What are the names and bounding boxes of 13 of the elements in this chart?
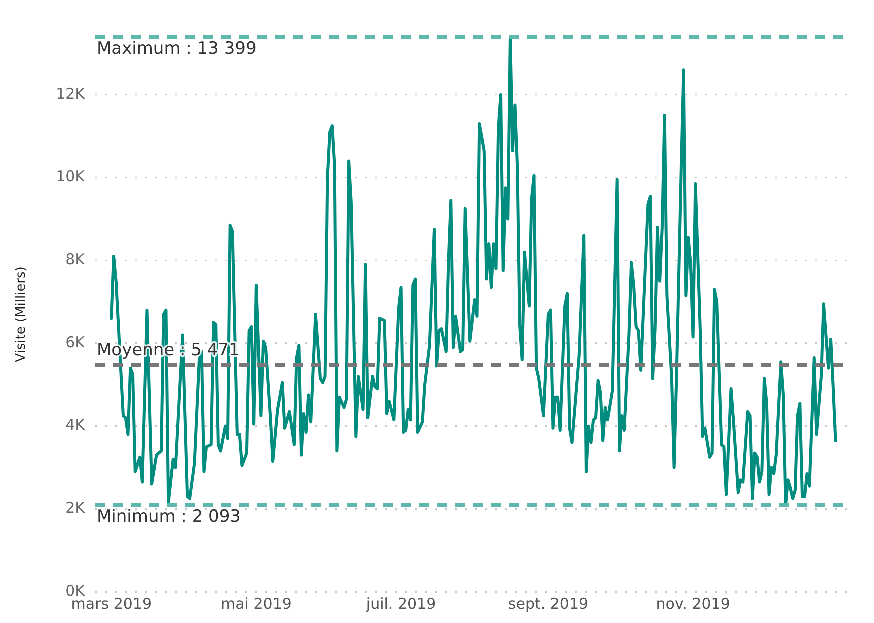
x-tick-label: sept. 2019	[508, 594, 589, 613]
x-tick-label: nov. 2019	[656, 594, 730, 613]
y-tick-label: 4K	[66, 416, 86, 434]
ref-line-label: Maximum : 13 399	[97, 38, 257, 59]
y-tick-label: 2K	[66, 499, 86, 518]
y-tick-label: 8K	[66, 250, 86, 269]
x-tick-label: juil. 2019	[365, 594, 436, 613]
y-tick-label: 10K	[56, 168, 86, 186]
y-tick-label: 12K	[56, 84, 86, 103]
x-tick-label: mai 2019	[220, 594, 292, 613]
y-tick-label: 6K	[66, 333, 86, 352]
y-axis-title: Visite (Milliers)	[14, 266, 30, 362]
ref-line-label: Minimum : 2 093	[97, 507, 241, 528]
